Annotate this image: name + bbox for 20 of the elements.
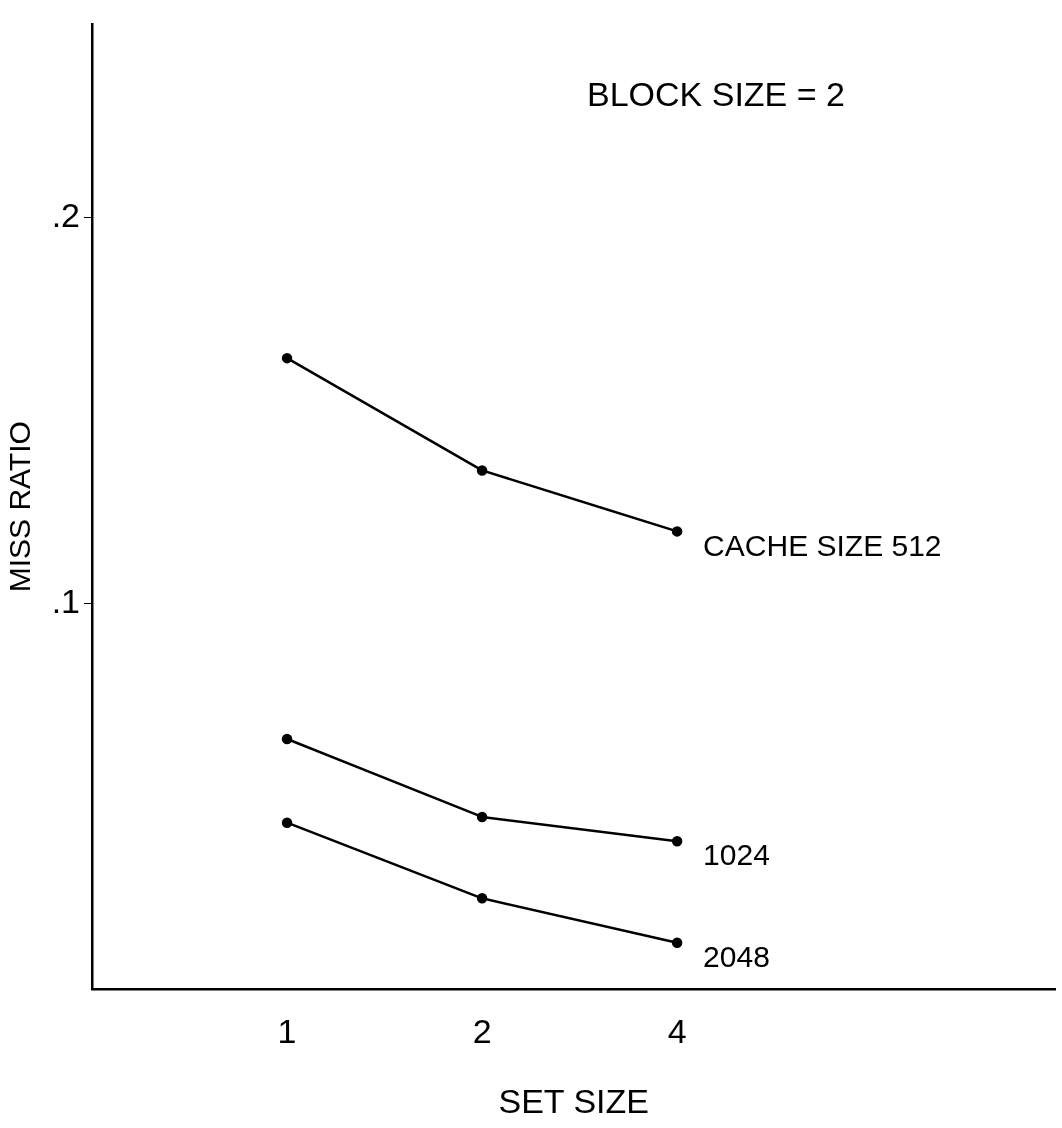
point — [476, 811, 488, 823]
y-tick-label: .1 — [51, 581, 80, 620]
point — [671, 526, 683, 537]
x-tick-label: 2 — [472, 1011, 492, 1050]
point — [671, 835, 683, 847]
point — [281, 733, 293, 745]
point — [281, 352, 293, 364]
series-label: 2048 — [703, 939, 770, 973]
x-tick-label: 4 — [667, 1011, 687, 1050]
point — [476, 465, 488, 476]
series-label: CACHE SIZE 512 — [703, 528, 942, 562]
series-label: 1024 — [703, 838, 770, 872]
point — [476, 893, 488, 904]
annotation: BLOCK SIZE = 2 — [587, 74, 845, 113]
point — [671, 937, 683, 948]
point — [281, 817, 293, 828]
x-tick-label: 1 — [277, 1011, 297, 1050]
y-tick-label: .2 — [51, 195, 80, 234]
x-axis-title: SET SIZE — [498, 1081, 650, 1120]
y-axis-title: MISS RATIO — [3, 421, 37, 593]
